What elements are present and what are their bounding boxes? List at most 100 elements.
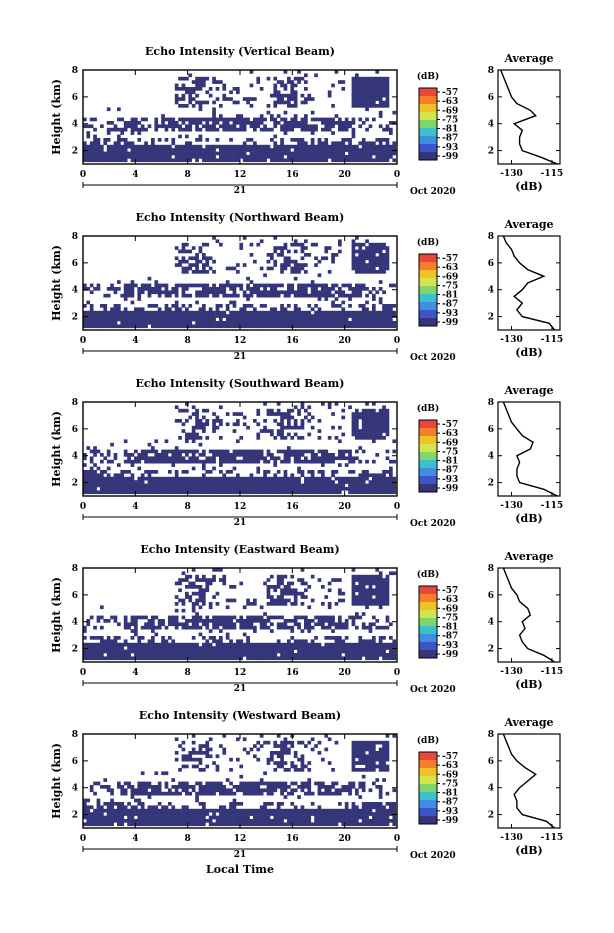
colorbar-tick-label: -99 [442, 152, 458, 162]
echo-cell [386, 263, 390, 267]
echo-cell [372, 87, 376, 91]
echo-cell [297, 656, 301, 660]
echo-cell [301, 768, 305, 772]
echo-cell [131, 141, 135, 145]
echo-cell [301, 782, 305, 786]
echo-cell [311, 477, 315, 481]
echo-cell [270, 290, 274, 294]
echo-cell [311, 639, 315, 643]
echo-cell [277, 318, 281, 322]
echo-cell [382, 138, 386, 142]
echo-cell [124, 490, 128, 494]
echo-cell [362, 287, 366, 291]
echo-cell [182, 450, 186, 454]
echo-cell [311, 307, 315, 311]
echo-cell [195, 94, 199, 98]
echo-cell [219, 114, 223, 118]
echo-cell [236, 639, 240, 643]
echo-cell [290, 145, 294, 149]
echo-cell [154, 155, 158, 159]
echo-cell [369, 97, 373, 101]
echo-cell [358, 243, 362, 247]
echo-cell [307, 155, 311, 159]
echo-cell [382, 741, 386, 745]
date-label: Oct 2020 [410, 353, 456, 363]
echo-cell [100, 152, 104, 156]
echo-cell [219, 158, 223, 162]
echo-cell [311, 450, 315, 454]
echo-cell [294, 433, 298, 437]
echo-cell [314, 456, 318, 460]
echo-cell [144, 311, 148, 315]
echo-cell [188, 460, 192, 464]
echo-cell [369, 263, 373, 267]
echo-cell [301, 141, 305, 145]
echo-cell [144, 653, 148, 657]
echo-cell [369, 152, 373, 156]
echo-cell [90, 477, 94, 481]
colorbar-segment [419, 602, 437, 611]
echo-cell [114, 480, 118, 484]
echo-cell [117, 141, 121, 145]
echo-cell [304, 145, 308, 149]
echo-cell [369, 429, 373, 433]
echo-cell [382, 480, 386, 484]
echo-cell [178, 768, 182, 772]
echo-cell [120, 656, 124, 660]
echo-cell [253, 490, 257, 494]
echo-cell [277, 321, 281, 325]
echo-cell [290, 426, 294, 430]
echo-cell [301, 785, 305, 789]
echo-cell [216, 480, 220, 484]
echo-cell [256, 155, 260, 159]
echo-cell [103, 487, 107, 491]
echo-cell [382, 626, 386, 630]
echo-cell [267, 429, 271, 433]
echo-cell [107, 480, 111, 484]
echo-cell [239, 765, 243, 769]
echo-cell [362, 321, 366, 325]
echo-cell [365, 324, 369, 328]
echo-cell [280, 80, 284, 84]
echo-cell [117, 636, 121, 640]
echo-cell [256, 453, 260, 457]
echo-cell [352, 460, 356, 464]
echo-cell [386, 311, 390, 315]
echo-cell [192, 439, 196, 443]
echo-cell [287, 419, 291, 423]
echo-cell [168, 290, 172, 294]
echo-cell [355, 73, 359, 77]
echo-cell [195, 616, 199, 620]
echo-cell [175, 626, 179, 630]
echo-cell [386, 619, 390, 623]
echo-cell [100, 324, 104, 328]
echo-cell [369, 754, 373, 758]
echo-cell [287, 477, 291, 481]
echo-cell [379, 650, 383, 654]
echo-cell [233, 301, 237, 305]
echo-cell [131, 131, 135, 135]
echo-cell [239, 321, 243, 325]
echo-cell [382, 412, 386, 416]
echo-cell [216, 307, 220, 311]
echo-cell [362, 250, 366, 254]
echo-cell [195, 578, 199, 582]
echo-cell [195, 456, 199, 460]
echo-cell [345, 643, 349, 647]
echo-cell [301, 155, 305, 159]
echo-cell [202, 118, 206, 122]
echo-cell [195, 301, 199, 305]
echo-cell [369, 473, 373, 477]
echo-cell [392, 304, 396, 308]
echo-cell [382, 758, 386, 762]
echo-cell [284, 256, 288, 260]
echo-cell [205, 650, 209, 654]
echo-cell [212, 260, 216, 264]
echo-cell [379, 741, 383, 745]
echo-cell [382, 778, 386, 782]
echo-cell [270, 318, 274, 322]
echo-cell [178, 87, 182, 91]
echo-cell [233, 121, 237, 125]
echo-cell [287, 250, 291, 254]
echo-cell [365, 94, 369, 98]
